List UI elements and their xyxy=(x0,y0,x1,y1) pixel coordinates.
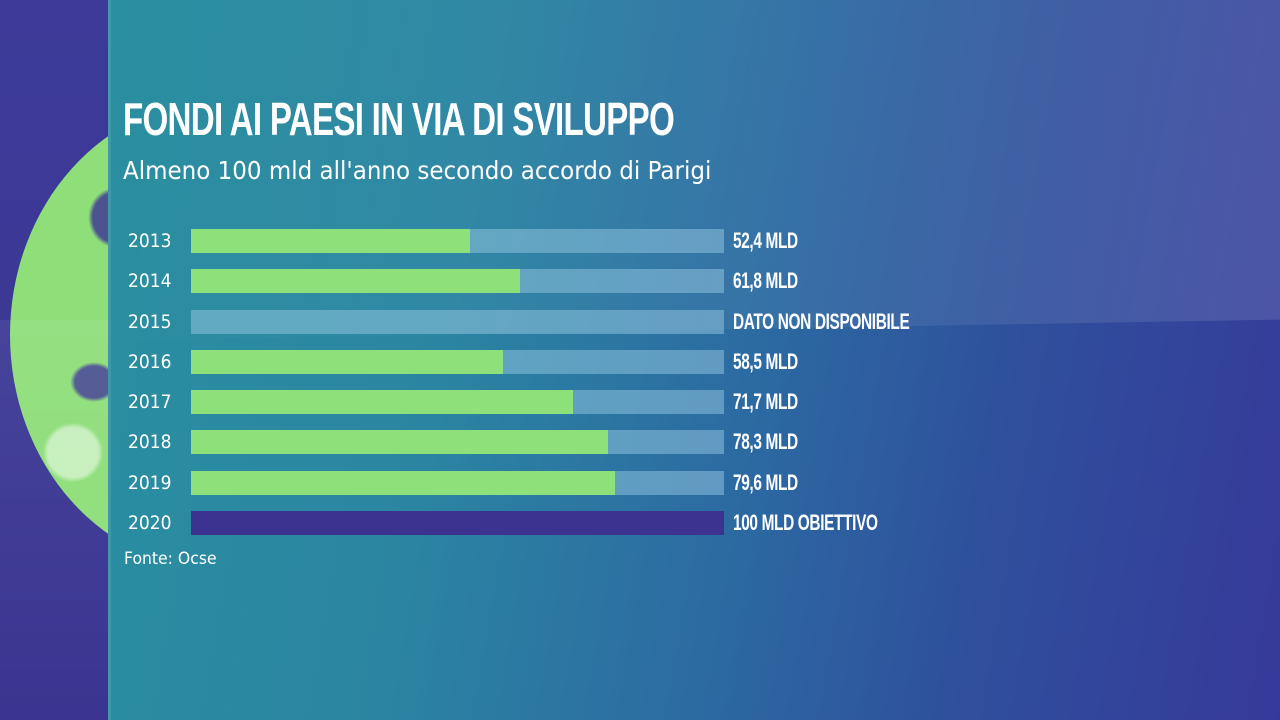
bar-track xyxy=(191,350,724,374)
value-label: 100 MLD OBIETTIVO xyxy=(733,510,878,535)
bar-row-2016: 2016 58,5 MLD xyxy=(0,349,1000,375)
bar-row-2020: 2020 100 MLD OBIETTIVO xyxy=(0,510,1000,536)
bar-row-2018: 2018 78,3 MLD xyxy=(0,429,1000,455)
bar-fill xyxy=(191,471,616,495)
bar-row-2019: 2019 79,6 MLD xyxy=(0,470,1000,496)
bar-fill xyxy=(191,430,609,454)
value-label: 61,8 MLD xyxy=(733,268,798,293)
value-label: 78,3 MLD xyxy=(733,429,798,454)
value-label: 71,7 MLD xyxy=(733,389,798,414)
panel-edge xyxy=(108,0,111,720)
bar-track xyxy=(191,229,724,253)
chart-subtitle: Almeno 100 mld all'anno secondo accordo … xyxy=(123,156,712,185)
year-label: 2019 xyxy=(128,472,172,494)
bar-row-2015: 2015 DATO NON DISPONIBILE xyxy=(0,309,1000,335)
value-label: DATO NON DISPONIBILE xyxy=(733,309,910,334)
year-label: 2020 xyxy=(128,512,172,534)
bar-row-2017: 2017 71,7 MLD xyxy=(0,389,1000,415)
bar-fill xyxy=(191,229,471,253)
bar-track xyxy=(191,471,724,495)
source-note: Fonte: Ocse xyxy=(124,549,217,569)
year-label: 2014 xyxy=(128,270,172,292)
bar-track xyxy=(191,390,724,414)
bar-fill xyxy=(191,269,521,293)
bar-track xyxy=(191,511,724,535)
chart-title: FONDI AI PAESI IN VIA DI SVILUPPO xyxy=(123,93,675,145)
year-label: 2018 xyxy=(128,431,172,453)
value-label: 52,4 MLD xyxy=(733,228,798,253)
bar-fill xyxy=(191,390,574,414)
year-label: 2017 xyxy=(128,391,172,413)
left-background-sheen xyxy=(0,320,110,720)
value-label: 58,5 MLD xyxy=(733,349,798,374)
bar-fill xyxy=(191,350,503,374)
year-label: 2016 xyxy=(128,351,172,373)
bar-track xyxy=(191,269,724,293)
year-label: 2015 xyxy=(128,311,172,333)
bar-track xyxy=(191,310,724,334)
bar-track xyxy=(191,430,724,454)
bar-row-2013: 2013 52,4 MLD xyxy=(0,228,1000,254)
bar-fill-target xyxy=(191,511,724,535)
bar-row-2014: 2014 61,8 MLD xyxy=(0,268,1000,294)
value-label: 79,6 MLD xyxy=(733,470,798,495)
year-label: 2013 xyxy=(128,230,172,252)
